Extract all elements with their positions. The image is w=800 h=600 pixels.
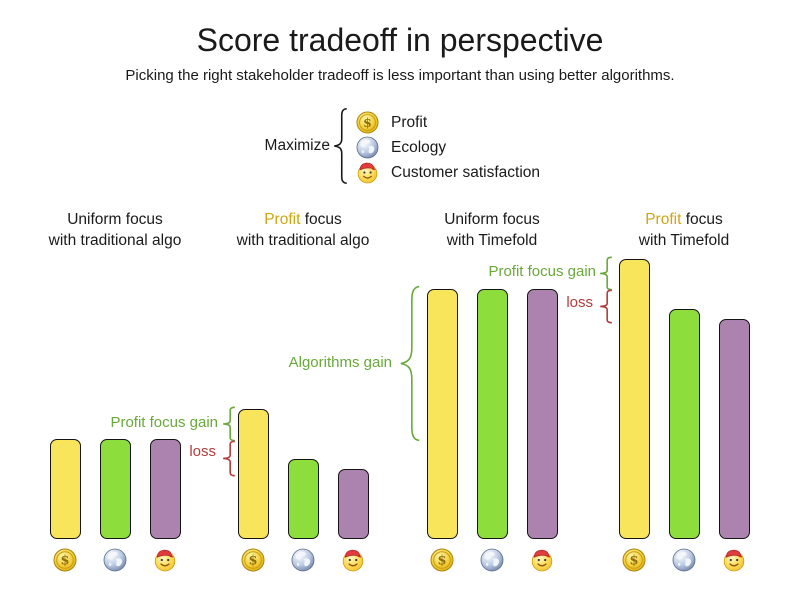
bar-group4-globe	[668, 309, 700, 539]
legend-item-label: Ecology	[391, 138, 447, 156]
smiley-icon	[722, 548, 746, 572]
coin-icon	[622, 548, 646, 572]
group-label-uniform-timefold: Uniform focus with Timefold	[444, 211, 540, 249]
globe-icon	[672, 548, 696, 572]
smiley-icon	[530, 548, 554, 572]
legend-item-label: Customer satisfaction	[391, 163, 541, 181]
legend-item-profit: Profit	[356, 110, 427, 135]
group-label-profit-timefold: Profit focus with Timefold	[638, 211, 730, 249]
legend-item-label: Profit	[391, 113, 428, 131]
bar-group1-coin	[49, 439, 81, 539]
chart-title: Score tradeoff in perspective	[196, 22, 604, 58]
gain-brace-traditional	[222, 407, 236, 441]
globe-icon	[356, 136, 379, 159]
smiley-icon	[356, 161, 379, 184]
globe-icon	[480, 548, 504, 572]
annotation-profit-focus-gain-timefold: Profit focus gain	[488, 263, 596, 280]
bar-group2-smiley	[337, 469, 369, 539]
globe-icon	[291, 548, 315, 572]
coin-icon	[53, 548, 77, 572]
globe-icon	[103, 548, 127, 572]
bar-group2-globe	[287, 459, 319, 539]
coin-icon	[241, 548, 265, 572]
coin-icon	[430, 548, 454, 572]
bar-group3-globe	[476, 289, 508, 539]
annotation-loss-timefold: loss	[566, 294, 593, 311]
coin-icon	[356, 111, 379, 134]
bar-group1-globe	[99, 439, 131, 539]
bar-group2-coin	[237, 409, 269, 539]
annotation-profit-focus-gain-traditional: Profit focus gain	[110, 414, 218, 431]
smiley-icon	[341, 548, 365, 572]
smiley-icon	[153, 548, 177, 572]
legend-item-ecology: Ecology	[356, 135, 446, 160]
group-label-profit-traditional: Profit focus with traditional algo	[236, 211, 370, 249]
annotation-loss-traditional: loss	[189, 443, 216, 460]
bar-group4-coin	[618, 259, 650, 539]
gain-brace-timefold	[599, 257, 613, 290]
group-label-uniform-traditional: Uniform focus with traditional algo	[48, 211, 182, 249]
bar-group4-smiley	[718, 319, 750, 539]
bar-group1-smiley	[149, 439, 181, 539]
chart-subtitle: Picking the right stakeholder tradeoff i…	[125, 67, 675, 84]
legend-brace	[333, 108, 348, 184]
algorithms-gain-brace	[399, 285, 421, 442]
loss-brace-timefold	[599, 290, 613, 323]
loss-brace-traditional	[222, 441, 236, 476]
annotation-algorithms-gain: Algorithms gain	[288, 354, 392, 371]
bar-group3-coin	[426, 289, 458, 539]
bar-group3-smiley	[526, 289, 558, 539]
legend-item-customer-satisfaction: Customer satisfaction	[356, 160, 540, 185]
legend-maximize-label: Maximize	[264, 137, 330, 154]
